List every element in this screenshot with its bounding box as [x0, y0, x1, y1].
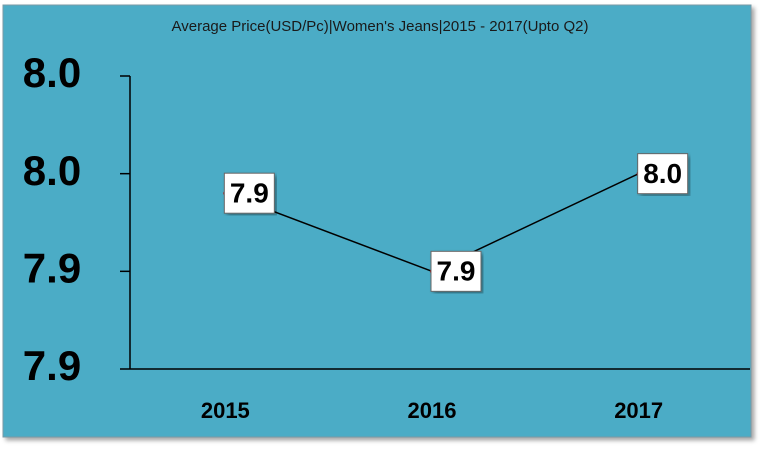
- x-tick-label: 2015: [201, 398, 250, 423]
- y-tick-label: 8.0: [23, 147, 81, 194]
- data-label-box: [637, 153, 689, 195]
- y-tick-label: 7.9: [23, 342, 81, 389]
- y-tick-label: 7.9: [23, 244, 81, 291]
- data-label: 7.9: [437, 256, 476, 287]
- chart-background: [2, 4, 752, 438]
- data-label: 7.9: [230, 178, 269, 209]
- x-tick-label: 2017: [614, 398, 663, 423]
- x-tick-label: 2016: [408, 398, 457, 423]
- data-label: 8.0: [643, 158, 682, 189]
- y-tick-label: 8.0: [23, 49, 81, 96]
- data-label-box: [223, 172, 275, 214]
- chart-title: Average Price(USD/Pc)|Women's Jeans|2015…: [172, 18, 589, 35]
- data-label-box: [430, 250, 482, 292]
